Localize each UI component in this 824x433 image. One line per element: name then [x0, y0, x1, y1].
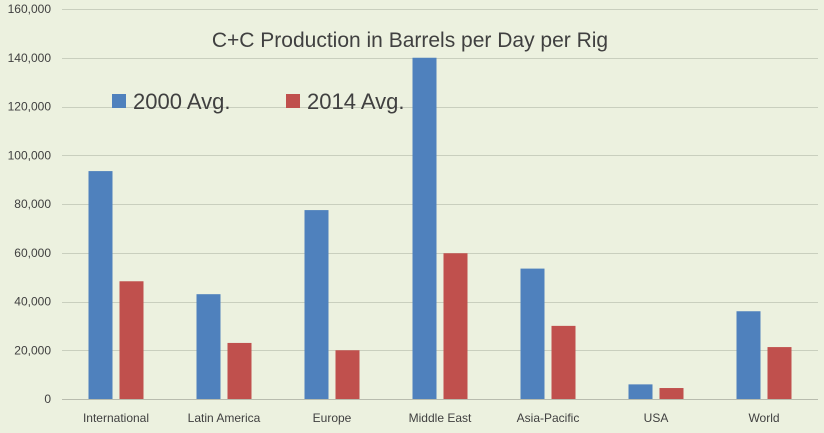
- bar-series1-2: [304, 210, 329, 399]
- bar-series2-4: [551, 325, 576, 399]
- y-axis-tick-labels: 0 20,000 40,000 60,000 80,000 100,000 120,000 1…: [8, 2, 52, 406]
- gridlines: [62, 9, 818, 400]
- x-category-label: International: [83, 411, 149, 425]
- bar-series2-6: [767, 347, 792, 399]
- chart-title: C+C Production in Barrels per Day per Ri…: [212, 29, 608, 52]
- x-category-label: Middle East: [409, 411, 472, 425]
- x-axis-category-labels: International Latin America Europe Middle E…: [83, 411, 780, 425]
- bars: [88, 57, 792, 399]
- y-tick-label: 60,000: [14, 246, 51, 260]
- bar-series2-3: [443, 253, 468, 399]
- bar-series1-4: [520, 268, 545, 399]
- bar-series1-6: [736, 311, 761, 399]
- legend-label-1: 2000 Avg.: [133, 89, 230, 114]
- y-tick-label: 80,000: [14, 197, 51, 211]
- bar-series1-5: [628, 384, 653, 399]
- legend: 2000 Avg. 2014 Avg.: [112, 89, 404, 114]
- y-tick-label: 20,000: [14, 343, 51, 357]
- y-tick-label: 100,000: [8, 148, 52, 162]
- x-category-label: World: [748, 411, 779, 425]
- bar-series2-1: [227, 342, 252, 399]
- y-tick-label: 160,000: [8, 2, 52, 16]
- bar-series1-0: [88, 171, 113, 399]
- bar-series2-0: [119, 281, 144, 399]
- bar-series1-1: [196, 294, 221, 399]
- y-tick-label: 120,000: [8, 100, 52, 114]
- legend-swatch-2: [286, 94, 300, 108]
- x-category-label: USA: [644, 411, 669, 425]
- bar-series2-5: [659, 388, 684, 399]
- bar-series2-2: [335, 350, 360, 399]
- legend-swatch-1: [112, 94, 126, 108]
- y-tick-label: 0: [44, 392, 51, 406]
- bar-series1-3: [412, 57, 437, 399]
- y-tick-label: 40,000: [14, 295, 51, 309]
- y-tick-label: 140,000: [8, 51, 52, 65]
- x-category-label: Europe: [313, 411, 352, 425]
- x-category-label: Asia-Pacific: [517, 411, 580, 425]
- legend-label-2: 2014 Avg.: [307, 89, 404, 114]
- x-category-label: Latin America: [188, 411, 261, 425]
